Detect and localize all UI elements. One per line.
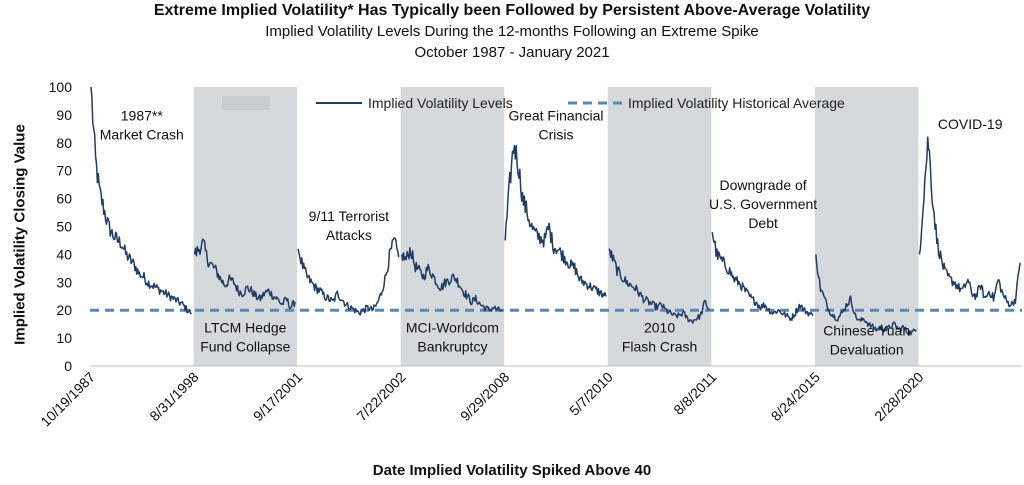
volatility-segment [918, 136, 1021, 308]
event-annotation: 9/11 Terrorist Attacks [309, 208, 390, 243]
x-tick-label: 5/7/2010 [566, 369, 616, 419]
legend-label: Implied Volatility Historical Average [628, 95, 845, 111]
y-tick-label: 0 [64, 358, 72, 374]
y-tick-label: 80 [56, 135, 72, 151]
event-annotation: 2010 Flash Crash [622, 320, 697, 355]
y-axis: 0 10 20 30 40 50 60 70 80 90 100 [49, 79, 73, 374]
volatility-series [90, 86, 1021, 336]
y-tick-label: 20 [56, 302, 72, 318]
x-tick-label: 9/17/2001 [250, 369, 306, 425]
shaded-band [400, 87, 505, 366]
event-annotation: 1987** Market Crash [100, 107, 184, 142]
x-tick-label: 8/8/2011 [670, 369, 719, 418]
x-tick-label: 8/24/2015 [768, 369, 824, 425]
y-tick-label: 40 [56, 246, 72, 262]
y-tick-label: 100 [49, 79, 73, 95]
event-annotation: Great Financial Crisis [509, 107, 604, 142]
y-tick-label: 30 [56, 274, 72, 290]
event-annotation: Chinese Yuan Devaluation [823, 322, 910, 357]
shaded-periods [193, 87, 919, 366]
x-axis: 10/19/1987 8/31/1998 9/17/2001 7/22/2002 9/2… [37, 365, 1022, 430]
x-tick-label: 9/29/2008 [457, 369, 513, 425]
x-tick-label: 7/22/2002 [353, 369, 409, 425]
y-tick-label: 90 [56, 107, 72, 123]
volatility-segment [193, 238, 296, 310]
x-tick-label: 8/31/1998 [146, 369, 202, 425]
volatility-segment [711, 232, 814, 321]
chart-title: Extreme Implied Volatility* Has Typicall… [153, 2, 871, 19]
volatility-segment [90, 86, 192, 315]
volatility-segment [400, 247, 503, 313]
x-tick-label: 2/28/2020 [871, 369, 927, 425]
y-tick-label: 60 [56, 191, 72, 207]
volatility-segment [297, 237, 400, 316]
x-axis-label: Date Implied Volatility Spiked Above 40 [372, 462, 652, 479]
shaded-band [193, 87, 298, 366]
y-tick-label: 50 [56, 219, 72, 235]
y-tick-label: 10 [56, 330, 72, 346]
event-annotation: LTCM Hedge Fund Collapse [200, 320, 290, 355]
event-annotation: COVID-19 [938, 116, 1003, 132]
legend-swatch-box [222, 96, 270, 110]
chart-subtitle: Implied Volatility Levels During the 12-… [265, 23, 759, 40]
y-tick-label: 70 [56, 163, 72, 179]
chart-date-range: October 1987 - January 2021 [414, 44, 610, 61]
volatility-segment [504, 144, 607, 298]
volatility-segment [608, 248, 710, 324]
event-annotation: MCI-Worldcom Bankruptcy [406, 320, 499, 355]
x-tick-label: 10/19/1987 [37, 369, 98, 430]
legend-label: Implied Volatility Levels [368, 95, 513, 111]
shaded-band [814, 87, 919, 366]
event-annotation: Downgrade of U.S. Government Debt [709, 177, 817, 231]
volatility-segment [815, 254, 917, 336]
legend: Implied Volatility Levels Implied Volatil… [222, 95, 845, 111]
event-annotations: 1987** Market Crash LTCM Hedge Fund Collaps… [100, 107, 1003, 357]
